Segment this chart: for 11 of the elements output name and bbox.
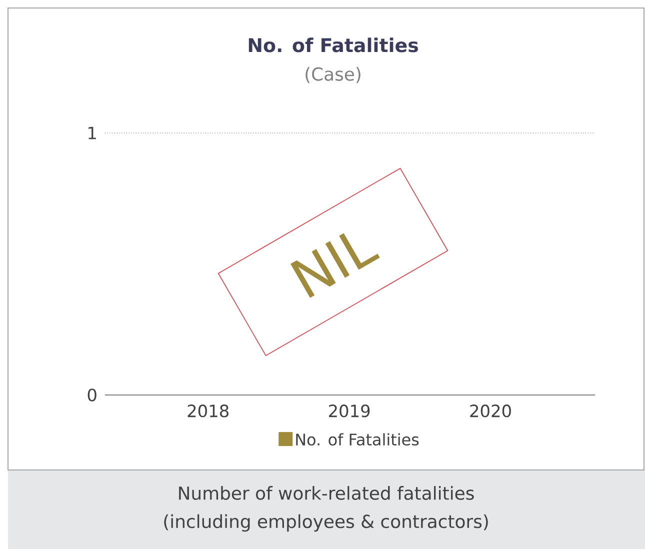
chart-subtitle: (Case)	[306, 67, 360, 83]
x-tick-label: 2020	[470, 404, 511, 418]
y-tick-label: 1	[88, 126, 96, 140]
annotation: NIL	[290, 233, 380, 298]
chart-title: No. of Fatalities	[248, 38, 418, 52]
x-tick-label: 2019	[328, 404, 370, 418]
y-tick-label: 0	[88, 388, 96, 402]
text: Number of work-related fatalities	[179, 486, 474, 500]
x-tick-label: 2018	[188, 404, 228, 418]
legend-label: No. of Fatalities	[296, 433, 419, 446]
text: (including employees & contractors)	[164, 514, 488, 532]
